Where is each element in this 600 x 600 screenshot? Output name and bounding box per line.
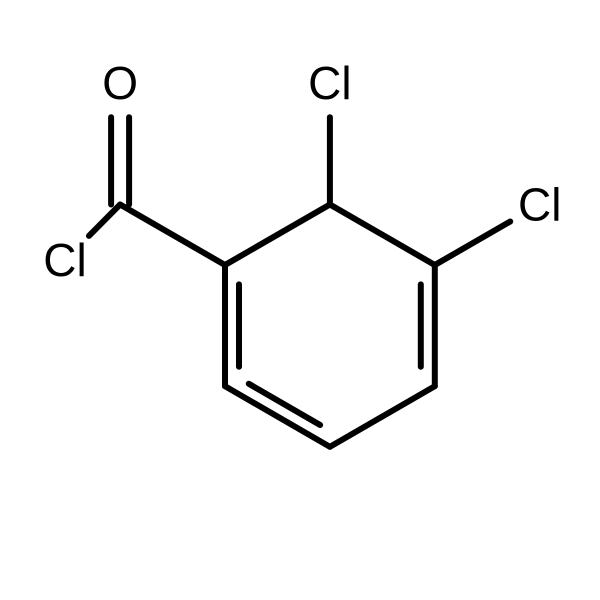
chlorine-atom-label: Cl [308, 57, 351, 109]
chlorine-atom-label: Cl [518, 179, 561, 231]
oxygen-atom-label: O [102, 57, 138, 109]
chlorine-atom-label: Cl [43, 234, 86, 286]
molecule-diagram: O Cl Cl Cl [0, 0, 600, 600]
